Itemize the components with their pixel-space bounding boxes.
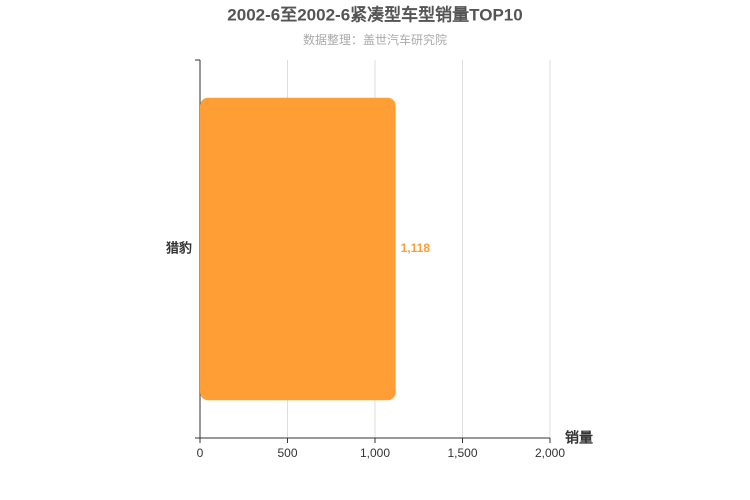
x-tick-label: 0: [197, 446, 204, 460]
chart-subtitle: 数据整理：盖世汽车研究院: [303, 32, 447, 47]
chart-title: 2002-6至2002-6紧凑型车型销量TOP10: [227, 4, 522, 24]
x-tick-label: 1,500: [447, 446, 477, 460]
y-tick-label: 猎豹: [166, 240, 192, 255]
x-tick-label: 500: [277, 446, 297, 460]
value-label: 1,118: [401, 241, 431, 255]
x-tick-label: 1,000: [360, 446, 390, 460]
x-axis-label: 销量: [565, 430, 593, 446]
bar: [200, 97, 396, 401]
x-tick-label: 2,000: [535, 446, 565, 460]
